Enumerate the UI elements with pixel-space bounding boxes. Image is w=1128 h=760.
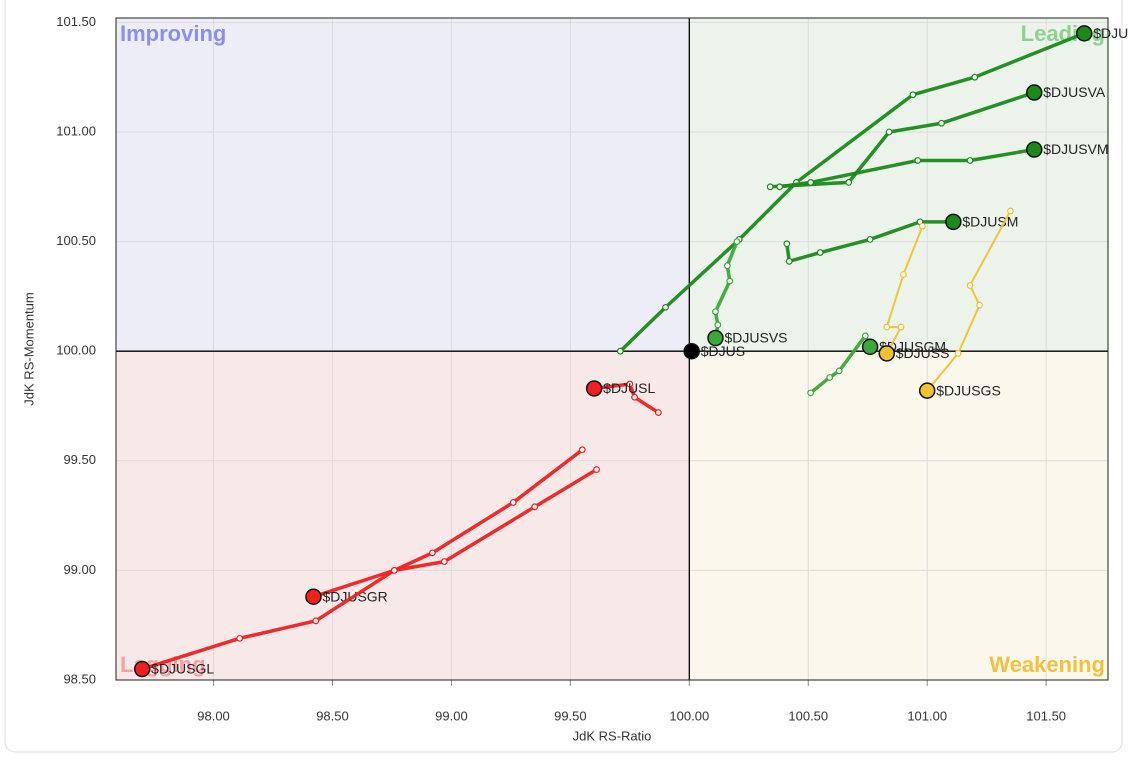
- head-point: [585, 380, 603, 397]
- tail-point: [861, 332, 869, 340]
- series-label: $DJUS: [701, 343, 745, 359]
- series-label: $DJUSL: [603, 380, 655, 396]
- tail-point: [312, 617, 320, 625]
- tail-point: [390, 566, 398, 574]
- tail-point: [578, 446, 586, 454]
- x-tick-label: 100.00: [669, 708, 709, 723]
- tail-point: [966, 282, 974, 289]
- tail-point: [654, 409, 662, 416]
- head-point: [918, 382, 936, 399]
- x-tick-label: 99.00: [435, 708, 468, 723]
- head-point: [878, 345, 896, 362]
- tail-point: [766, 183, 774, 191]
- quadrant-label: Weakening: [989, 652, 1105, 677]
- tail-point: [785, 257, 793, 265]
- tail-point: [883, 323, 891, 331]
- series: $DJUSVL $DJUSVA $DJUSVM $DJUSM $DJUSVS $DJUSG…: [133, 25, 1128, 678]
- x-tick-label: 100.50: [788, 708, 828, 723]
- tail-point: [509, 499, 517, 506]
- tail-point: [714, 321, 722, 329]
- tail-point: [914, 157, 922, 164]
- y-tick-label: 99.00: [63, 562, 96, 577]
- tail-point: [938, 119, 945, 127]
- grid: 98.00 98.50 99.00 99.50 100.00 100.50 101.00 10…: [56, 14, 1109, 723]
- tail-point: [966, 157, 974, 164]
- tail-point: [662, 303, 669, 311]
- tail-point: [626, 380, 634, 388]
- tail-point: [712, 308, 719, 316]
- head-point: [1075, 25, 1093, 42]
- series-label: $DJUSM: [962, 214, 1018, 230]
- head-point: [305, 588, 322, 605]
- series-label: $DJUSS: [896, 345, 950, 361]
- tail-point: [826, 374, 834, 381]
- tail-point: [1007, 207, 1014, 215]
- tail-point: [631, 393, 638, 401]
- tail-point: [807, 179, 815, 186]
- tail-point: [616, 347, 624, 355]
- tail-point: [783, 240, 791, 248]
- tail-point: [236, 634, 244, 642]
- tail-point: [954, 349, 962, 357]
- tail-point: [726, 277, 734, 285]
- tail-point: [807, 389, 815, 397]
- series-label: $DJUSGM: [879, 339, 946, 355]
- head-point: [707, 329, 724, 347]
- head-point: [683, 342, 700, 360]
- tail-point: [919, 222, 926, 230]
- tail-point: [897, 323, 905, 331]
- quadrant: [689, 18, 1108, 352]
- x-axis-title: JdK RS-Ratio: [573, 728, 652, 743]
- tail-point: [909, 91, 917, 99]
- head-point: [945, 213, 962, 231]
- tail-point: [900, 271, 907, 278]
- series-label: $DJUSVS: [724, 330, 787, 346]
- y-tick-label: 101.50: [56, 14, 96, 29]
- tail-point: [531, 503, 539, 511]
- tail-point: [835, 367, 843, 375]
- tail-point: [976, 301, 983, 309]
- tail-point: [816, 249, 824, 256]
- tail-point: [723, 262, 731, 270]
- y-tick-label: 99.50: [63, 452, 96, 467]
- quadrant-label: Improving: [120, 21, 226, 46]
- tail-point: [776, 183, 784, 191]
- head-point: [1026, 84, 1043, 101]
- series-label: $DJUSGL: [151, 661, 214, 677]
- y-tick-label: 101.00: [56, 123, 96, 138]
- tail-point: [428, 549, 436, 557]
- tail-point: [885, 128, 893, 136]
- quadrant: [116, 351, 690, 680]
- series-label: $DJUSGS: [936, 382, 1001, 398]
- tail-point: [971, 73, 979, 81]
- plot-frame: [115, 17, 1109, 681]
- y-tick-label: 100.50: [56, 233, 96, 248]
- x-tick-label: 101.50: [1026, 708, 1066, 723]
- tail-point: [866, 235, 874, 243]
- tail-point: [733, 238, 741, 245]
- tail-point: [593, 466, 600, 473]
- y-tick-label: 100.00: [56, 343, 96, 358]
- tail: [592, 382, 661, 415]
- y-tick-label: 98.50: [63, 671, 96, 686]
- tail-point: [845, 179, 853, 186]
- head-point: [133, 660, 151, 678]
- x-tick-label: 101.00: [907, 708, 947, 723]
- head-point: [861, 338, 879, 356]
- series-label: $DJUSVL: [1093, 25, 1128, 41]
- series-label: $DJUSVM: [1043, 141, 1108, 157]
- x-tick-label: 99.50: [554, 708, 587, 723]
- y-axis-title: JdK RS-Momentum: [21, 292, 36, 405]
- head-point: [1026, 141, 1043, 158]
- quadrant: [689, 351, 1108, 680]
- x-tick-label: 98.50: [316, 708, 349, 723]
- x-tick-label: 98.00: [197, 708, 230, 723]
- series-label: $DJUSVA: [1043, 84, 1106, 100]
- tail-point: [440, 558, 448, 566]
- quadrant: [116, 18, 690, 352]
